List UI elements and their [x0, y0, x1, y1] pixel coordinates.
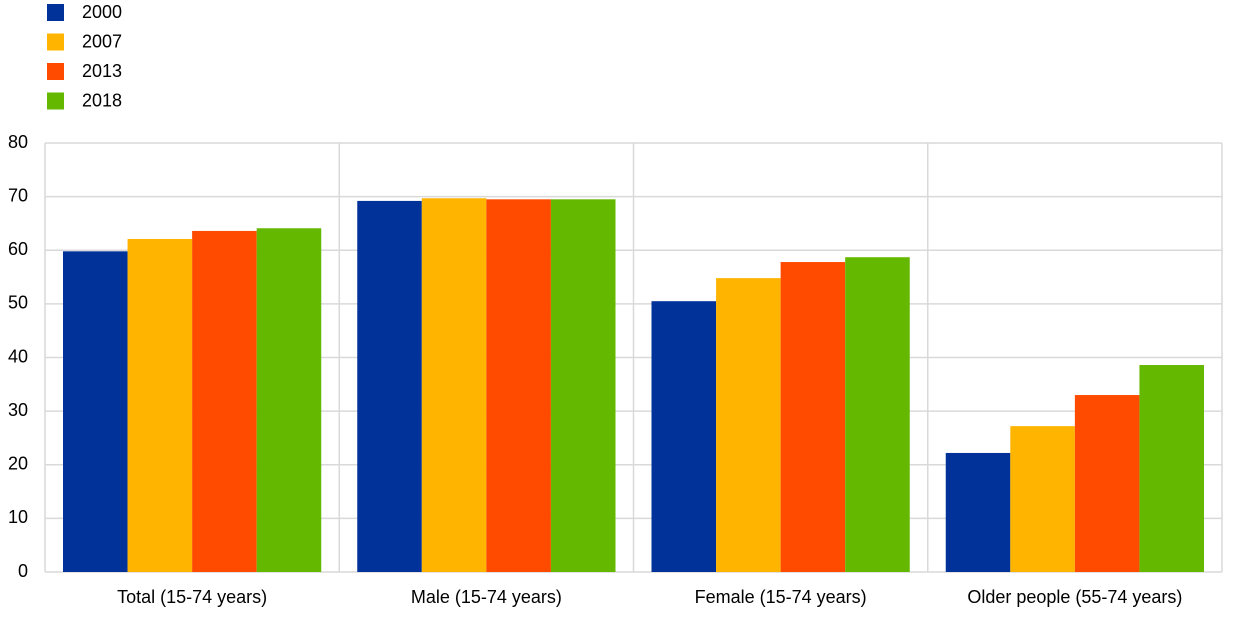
y-tick-label: 0	[18, 561, 28, 581]
bar	[127, 238, 193, 572]
y-tick-label: 30	[8, 400, 28, 420]
legend-swatch	[47, 4, 64, 21]
legend-swatch	[47, 63, 64, 80]
y-tick-label: 10	[8, 507, 28, 527]
y-tick-label: 60	[8, 239, 28, 259]
x-tick-label: Older people (55-74 years)	[967, 587, 1182, 607]
bar	[945, 452, 1011, 572]
legend-label: 2013	[82, 61, 122, 81]
bar	[1139, 365, 1204, 572]
y-tick-label: 40	[8, 346, 28, 366]
x-tick-label: Total (15-74 years)	[117, 587, 267, 607]
bar	[1010, 426, 1075, 572]
y-tick-label: 20	[8, 454, 28, 474]
legend-swatch	[47, 33, 64, 51]
bar	[780, 262, 846, 572]
bar	[1074, 395, 1140, 572]
x-tick-label: Female (15-74 years)	[695, 587, 867, 607]
bar	[716, 278, 781, 572]
bar	[421, 198, 487, 572]
bar	[192, 230, 257, 572]
bar	[256, 228, 322, 573]
y-tick-label: 50	[8, 293, 28, 313]
bar	[486, 199, 551, 572]
x-tick-label: Male (15-74 years)	[411, 587, 562, 607]
legend-label: 2007	[82, 31, 122, 51]
y-tick-label: 80	[8, 132, 28, 152]
bar	[845, 257, 910, 572]
legend-label: 2018	[82, 90, 122, 110]
bar	[357, 200, 422, 573]
bar	[550, 199, 616, 572]
bar	[63, 251, 128, 572]
legend-swatch	[47, 92, 64, 110]
legend-label: 2000	[82, 2, 122, 22]
y-tick-label: 70	[8, 185, 28, 205]
bar	[651, 301, 717, 572]
